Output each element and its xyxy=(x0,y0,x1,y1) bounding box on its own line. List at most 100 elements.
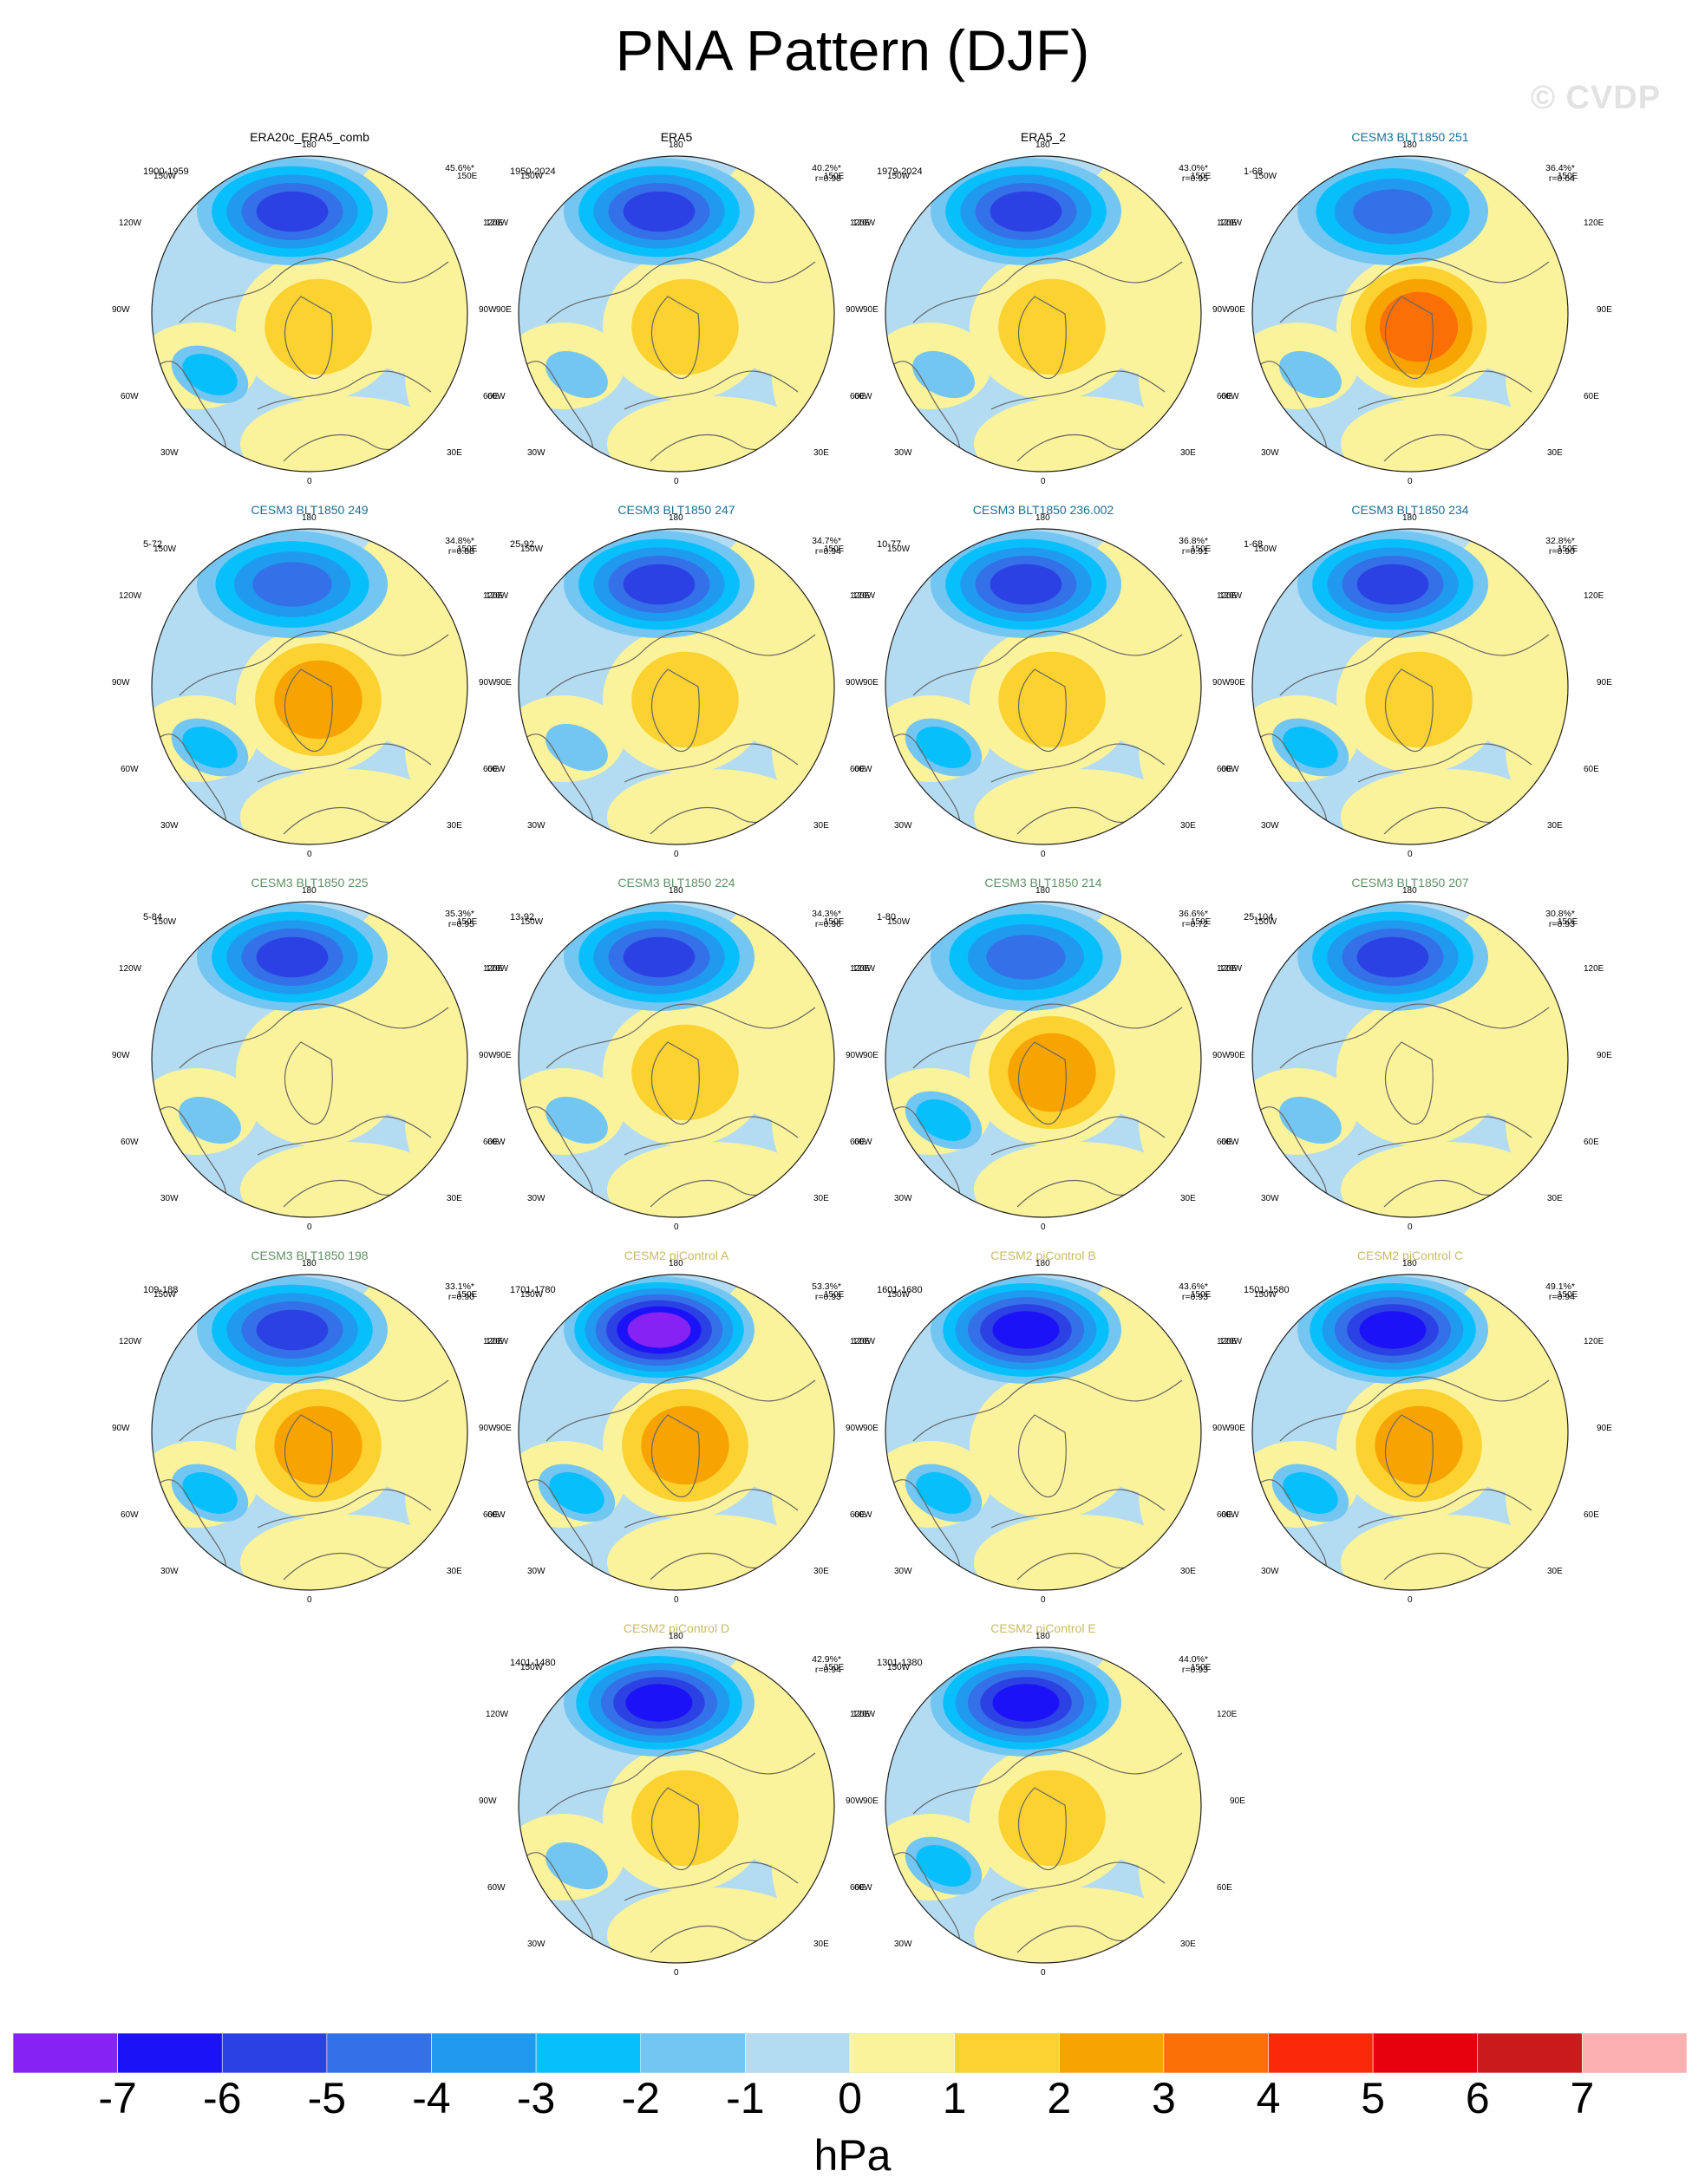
longitude-label: 120W xyxy=(1219,591,1243,601)
longitude-label: 90W xyxy=(1212,305,1231,315)
colorbar-tick-label: 4 xyxy=(1256,2074,1281,2122)
longitude-label: 90W xyxy=(479,305,497,315)
longitude-label: 180 xyxy=(1402,140,1417,150)
longitude-label: 180 xyxy=(669,140,683,150)
panel-variance: 43.0%* xyxy=(1179,163,1208,173)
polar-map xyxy=(151,1274,468,1591)
longitude-label: 30W xyxy=(160,821,179,831)
longitude-label: 60W xyxy=(854,1510,872,1520)
colorbar-tick-label: 3 xyxy=(1151,2074,1176,2122)
panel-title: CESM3 BLT1850 224 xyxy=(617,876,735,890)
coastline xyxy=(545,1749,816,1815)
pna-positive-contour xyxy=(1379,291,1459,362)
longitude-label: 60W xyxy=(487,1510,506,1520)
coastline xyxy=(650,1041,700,1125)
atlantic-contour xyxy=(545,1096,608,1144)
colorbar-swatch xyxy=(1268,2033,1374,2073)
longitude-label: 90E xyxy=(1230,1796,1245,1806)
longitude-label: 30W xyxy=(894,1940,912,1949)
colorbar-tick-label: 7 xyxy=(1570,2074,1595,2122)
polar-map xyxy=(151,155,468,473)
coastline xyxy=(912,1749,1183,1815)
positive-contour xyxy=(1139,1059,1201,1181)
map-border xyxy=(1251,528,1569,845)
colorbar-tick-label: -2 xyxy=(621,2074,660,2122)
longitude-label: 30W xyxy=(527,1194,545,1203)
longitude-label: 90W xyxy=(1212,1051,1231,1060)
panel-correlation: r=0.93 xyxy=(1181,1292,1208,1302)
longitude-label: 120E xyxy=(1584,1337,1604,1346)
panel-stats: 43.6%* r=0.93 xyxy=(1147,1281,1208,1302)
longitude-label: 120W xyxy=(486,964,509,974)
longitude-label: 120W xyxy=(852,964,876,974)
pna-low-contour xyxy=(986,935,1066,980)
longitude-label: 90E xyxy=(863,305,879,315)
longitude-label: 90W xyxy=(479,678,497,688)
coastline xyxy=(1017,668,1067,753)
longitude-label: 30W xyxy=(1261,1567,1279,1576)
longitude-label: 30E xyxy=(1180,821,1196,831)
longitude-label: 30W xyxy=(160,1567,179,1576)
panel-variance: 40.2%* xyxy=(812,163,841,173)
colorbar-swatch xyxy=(745,2033,851,2073)
longitude-label: 150E xyxy=(457,172,478,181)
longitude-label: 60E xyxy=(483,392,499,401)
longitude-label: 90W xyxy=(479,1424,497,1433)
longitude-label: 30E xyxy=(813,821,829,831)
longitude-label: 0 xyxy=(1041,477,1046,486)
longitude-label: 60W xyxy=(854,1138,872,1147)
longitude-label: 180 xyxy=(302,886,317,896)
atlantic-contour xyxy=(916,1472,971,1514)
pna-positive-contour xyxy=(265,278,372,375)
longitude-label: 150W xyxy=(887,917,911,927)
atlantic-contour xyxy=(182,727,238,768)
colorbar-swatch xyxy=(954,2033,1060,2073)
longitude-label: 120W xyxy=(486,591,509,601)
panel-years: 109-188 xyxy=(143,1285,179,1295)
coastline xyxy=(624,743,799,783)
panel-variance: 34.8%* xyxy=(445,536,474,546)
longitude-label: 60W xyxy=(1221,392,1239,401)
coastline xyxy=(179,1003,449,1069)
longitude-label: 120E xyxy=(483,964,504,974)
polar-map xyxy=(885,155,1202,473)
panel-years: 1501-1580 xyxy=(1244,1285,1290,1295)
longitude-label: 30W xyxy=(894,448,912,458)
positive-contour xyxy=(405,1432,467,1554)
longitude-label: 90W xyxy=(112,1051,130,1060)
longitude-label: 90E xyxy=(1230,1424,1245,1433)
pna-positive-contour xyxy=(1008,1033,1096,1112)
coastline xyxy=(179,1376,449,1442)
longitude-label: 90W xyxy=(479,1796,497,1806)
panel-title: CESM3 BLT1850 247 xyxy=(617,503,735,517)
panel-correlation: r=0.72 xyxy=(1181,919,1208,929)
panel-stats: 36.6%* r=0.72 xyxy=(1147,909,1208,929)
map-border xyxy=(1251,1274,1569,1591)
coastline xyxy=(624,1489,799,1529)
longitude-label: 150E xyxy=(824,1290,845,1300)
map-panel: CESM3 BLT1850 214 1-80 36.6%* r=0.72 180 0 150… xyxy=(846,876,1245,1248)
colorbar-swatch xyxy=(535,2033,642,2073)
panel-variance: 30.8%* xyxy=(1545,909,1575,919)
pna-positive-contour xyxy=(631,1024,739,1121)
longitude-label: 60E xyxy=(1217,1138,1232,1147)
longitude-label: 60W xyxy=(487,1138,506,1147)
coastline xyxy=(545,258,816,323)
longitude-label: 180 xyxy=(302,513,317,523)
panel-variance: 45.6%* xyxy=(445,163,474,173)
longitude-label: 120E xyxy=(1217,1337,1238,1346)
longitude-label: 120E xyxy=(850,964,871,974)
pna-positive-contour xyxy=(1375,1405,1463,1485)
polar-map xyxy=(151,528,468,845)
longitude-label: 120W xyxy=(1219,218,1243,228)
panel-years: 25-104 xyxy=(1244,912,1274,922)
longitude-label: 150W xyxy=(520,544,544,554)
longitude-label: 30E xyxy=(1180,1194,1196,1203)
pna-positive-contour xyxy=(998,1770,1106,1867)
longitude-label: 120W xyxy=(119,591,142,601)
panel-stats: 35.3%* r=0.95 xyxy=(414,909,474,929)
longitude-label: 120W xyxy=(119,218,142,228)
panel-stats: 34.3%* r=0.96 xyxy=(781,909,841,929)
map-panel: CESM3 BLT1850 234 1-68 32.8%* r=0.90 180 0 150… xyxy=(1212,503,1612,876)
colorbar-tick-label: 1 xyxy=(942,2074,967,2122)
